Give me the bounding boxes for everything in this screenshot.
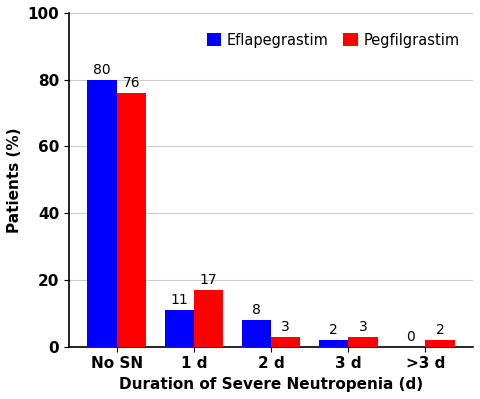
Text: 3: 3 [281, 320, 290, 334]
Text: 17: 17 [200, 273, 217, 287]
Y-axis label: Patients (%): Patients (%) [7, 127, 22, 233]
Legend: Eflapegrastim, Pegfilgrastim: Eflapegrastim, Pegfilgrastim [201, 27, 466, 53]
X-axis label: Duration of Severe Neutropenia (d): Duration of Severe Neutropenia (d) [119, 377, 423, 392]
Bar [194, 290, 223, 347]
Text: 11: 11 [170, 293, 188, 307]
Text: 76: 76 [122, 76, 140, 91]
Bar [87, 80, 117, 347]
Text: 2: 2 [329, 324, 338, 338]
Bar [425, 340, 455, 347]
Bar [348, 337, 377, 347]
Text: 80: 80 [93, 63, 111, 77]
Text: 8: 8 [252, 303, 261, 317]
Bar [319, 340, 348, 347]
Text: 3: 3 [359, 320, 367, 334]
Bar [117, 93, 146, 347]
Text: 2: 2 [436, 324, 444, 338]
Bar [165, 310, 194, 347]
Text: 0: 0 [407, 330, 415, 344]
Bar [242, 320, 271, 347]
Bar [271, 337, 300, 347]
